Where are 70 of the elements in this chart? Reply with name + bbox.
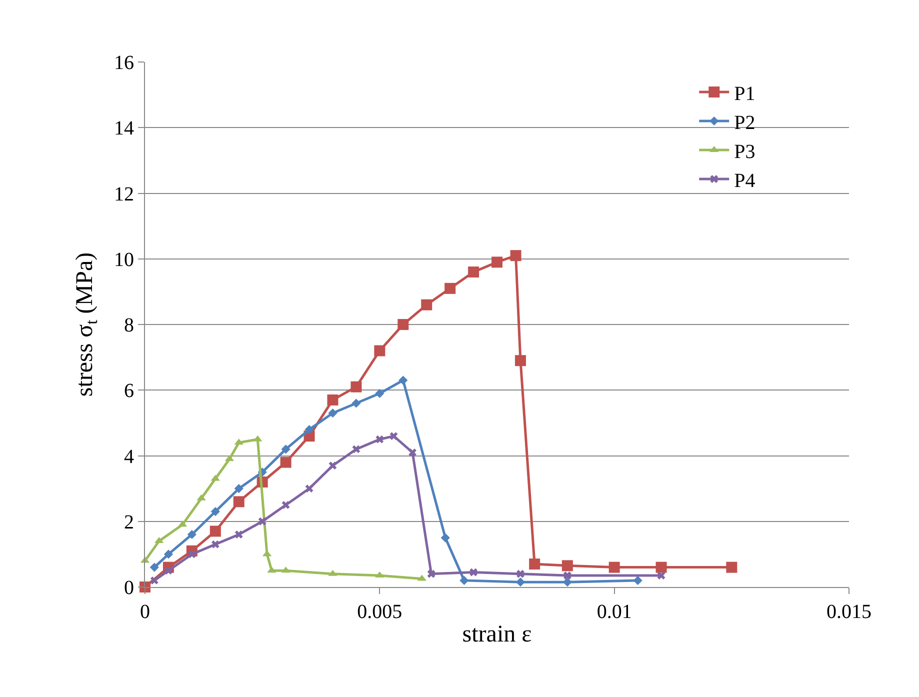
point (440, 533, 450, 542)
point (234, 530, 243, 538)
point (187, 530, 196, 540)
point (468, 266, 480, 278)
y-tick-label: 0 (124, 577, 134, 599)
point (492, 256, 502, 268)
point (529, 558, 540, 570)
point (211, 540, 220, 548)
y-tick-label: 16 (114, 52, 134, 74)
point (726, 562, 738, 573)
x-tick-label: 0.015 (826, 601, 872, 623)
point (375, 388, 384, 398)
point (427, 570, 436, 578)
point (608, 562, 620, 573)
point (328, 408, 338, 418)
point (234, 484, 244, 494)
y-tick-label: 2 (124, 511, 134, 534)
point (281, 444, 290, 454)
point (280, 456, 292, 468)
point (563, 572, 572, 580)
y-tick-label: 6 (124, 380, 134, 402)
point (233, 496, 244, 508)
point (350, 381, 362, 392)
point (376, 435, 384, 444)
legend-label: P2 (734, 112, 756, 134)
point (164, 566, 172, 575)
point (150, 562, 159, 572)
point (470, 568, 478, 576)
point (516, 570, 524, 578)
x-tick-label: 0 (140, 601, 150, 623)
point (421, 299, 432, 310)
legend-label: P1 (734, 82, 756, 105)
point (562, 578, 572, 587)
point (562, 560, 573, 572)
x-tick-label: 0.005 (357, 601, 402, 623)
point (633, 576, 642, 585)
point (444, 282, 456, 294)
legend-label: P4 (734, 170, 756, 192)
point (510, 250, 522, 262)
y-tick-label: 12 (114, 183, 134, 206)
y-tick-label: 8 (124, 314, 134, 336)
point (516, 578, 526, 587)
point (398, 319, 409, 330)
x-tick-label: 0.01 (596, 601, 632, 623)
point (305, 484, 314, 493)
point (352, 445, 360, 454)
y-tick-label: 4 (124, 446, 134, 468)
point (150, 576, 158, 584)
point (188, 550, 196, 558)
y-tick-label: 10 (114, 248, 134, 271)
point (352, 398, 361, 408)
point (408, 448, 416, 456)
point (656, 562, 667, 573)
point (657, 572, 666, 580)
point (304, 424, 314, 434)
x-axis-title: strain ε (462, 621, 532, 648)
point (258, 517, 266, 526)
point (398, 376, 408, 385)
point (460, 576, 469, 585)
point (514, 355, 526, 366)
point (390, 432, 398, 440)
point (282, 501, 290, 509)
point (210, 526, 221, 537)
y-tick-label: 14 (114, 118, 134, 140)
point (210, 506, 220, 516)
point (327, 394, 338, 406)
legend-label: P3 (734, 140, 756, 163)
point (164, 550, 174, 559)
point (328, 462, 337, 470)
point (374, 345, 386, 356)
